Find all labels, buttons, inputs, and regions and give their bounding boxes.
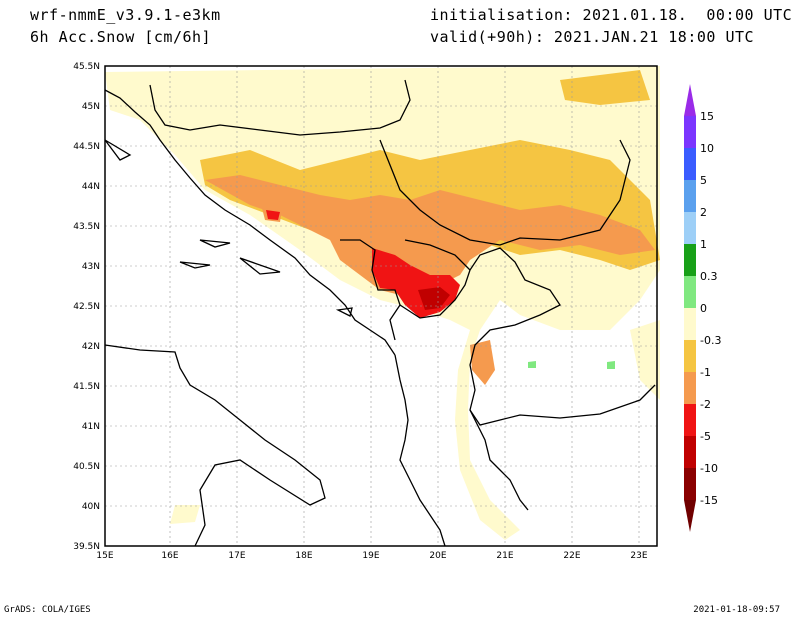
colorbar-segment [684, 468, 696, 500]
colorbar-segment [684, 436, 696, 468]
lat-axis: 45.5N 45N 44.5N 44N 43.5N 43N 42.5N 42N … [73, 62, 100, 552]
colorbar-segment [684, 244, 696, 276]
colorbar-segment [684, 308, 696, 340]
lat-label: 45N [82, 102, 100, 112]
colorbar-segment [684, 212, 696, 244]
model-name: wrf-nmmE_v3.9.1-e3km [30, 6, 221, 24]
init-time: initialisation: 2021.01.18. 00:00 UTC [430, 6, 793, 24]
lon-label: 21E [496, 551, 513, 561]
colorbar-segment [684, 148, 696, 180]
colorbar-segment [684, 404, 696, 436]
lat-label: 45.5N [73, 62, 100, 72]
footer-credit: GrADS: COLA/IGES [4, 605, 91, 615]
snow-light-east [630, 320, 660, 400]
colorbar-label: 1 [700, 238, 707, 251]
colorbar: 15 10 5 2 1 0.3 0 -0.3 -1 -2 -5 -10 -15 [684, 84, 721, 532]
colorbar-segment [684, 116, 696, 148]
valid-time: valid(+90h): 2021.JAN.21 18:00 UTC [430, 28, 755, 46]
colorbar-segment [684, 372, 696, 404]
lon-axis: 15E 16E 17E 18E 19E 20E 21E 22E 23E [96, 551, 647, 561]
lat-label: 40N [82, 502, 100, 512]
colorbar-label: 2 [700, 206, 707, 219]
lat-label: 41N [82, 422, 100, 432]
colorbar-label: -10 [700, 462, 718, 475]
snow-yellow-ne [560, 70, 650, 105]
snow-green-spot-2 [607, 361, 615, 369]
colorbar-label: 0 [700, 302, 707, 315]
snow-red-nw [266, 210, 280, 220]
lon-label: 23E [630, 551, 647, 561]
colorbar-label: 5 [700, 174, 707, 187]
lat-label: 44N [82, 182, 100, 192]
colorbar-segment [684, 276, 696, 308]
lon-label: 16E [161, 551, 178, 561]
colorbar-label: -0.3 [700, 334, 721, 347]
lat-label: 40.5N [73, 462, 100, 472]
colorbar-label: -5 [700, 430, 711, 443]
lon-label: 17E [228, 551, 245, 561]
variable-name: 6h Acc.Snow [cm/6h] [30, 28, 212, 46]
snow-green-spot [528, 361, 536, 368]
colorbar-segment [684, 180, 696, 212]
colorbar-label: 15 [700, 110, 714, 123]
grid-lines [105, 66, 657, 546]
lon-label: 19E [362, 551, 379, 561]
footer-timestamp: 2021-01-18-09:57 [693, 605, 780, 615]
snow-light-south [170, 505, 200, 524]
map-frame [104, 65, 658, 547]
colorbar-label: 0.3 [700, 270, 718, 283]
lon-label: 22E [563, 551, 580, 561]
colorbar-label: -1 [700, 366, 711, 379]
lat-label: 39.5N [73, 542, 100, 552]
colorbar-label: 10 [700, 142, 714, 155]
colorbar-label: -15 [700, 494, 718, 507]
snow-orange-region [205, 175, 655, 300]
lat-label: 44.5N [73, 142, 100, 152]
lon-label: 18E [295, 551, 312, 561]
snow-light-region [105, 66, 660, 540]
lat-label: 43N [82, 262, 100, 272]
snow-orange-south [470, 340, 495, 385]
lon-label: 15E [96, 551, 113, 561]
colorbar-top-arrow [684, 84, 696, 116]
colorbar-label: -2 [700, 398, 711, 411]
snow-darkred-core [418, 287, 450, 310]
colorbar-segment [684, 340, 696, 372]
lat-label: 43.5N [73, 222, 100, 232]
lon-label: 20E [429, 551, 446, 561]
lat-label: 42.5N [73, 302, 100, 312]
coastlines [104, 79, 656, 547]
lat-label: 41.5N [73, 382, 100, 392]
colorbar-bottom-arrow [684, 500, 696, 532]
snow-field [105, 66, 660, 540]
lat-label: 42N [82, 342, 100, 352]
